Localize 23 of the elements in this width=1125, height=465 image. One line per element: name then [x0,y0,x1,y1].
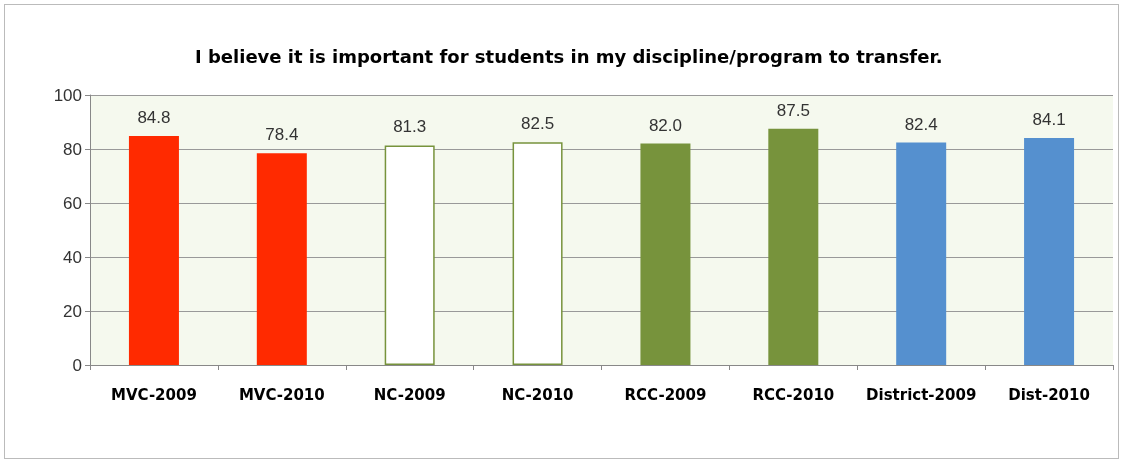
x-tick-label: Dist-2010 [1008,385,1090,404]
data-label: 84.8 [137,108,171,128]
x-tick-label: MVC-2009 [111,385,197,404]
y-tick-label: 60 [63,193,82,213]
data-label: 82.5 [521,114,555,134]
y-tick-label: 20 [63,301,82,321]
y-tick-label: 40 [63,247,82,267]
y-tick-label: 100 [53,85,82,105]
x-tick-label: District-2009 [866,385,977,404]
data-label: 82.0 [648,115,682,135]
x-tick-label: MVC-2010 [238,385,325,404]
data-label: 78.4 [265,125,299,145]
x-tick-label: RCC-2010 [752,385,835,404]
data-label: 82.4 [904,114,938,134]
data-label: 87.5 [776,100,810,120]
x-tick-label: NC-2009 [373,385,446,404]
y-tick-label: 0 [72,355,82,375]
y-tick-label: 80 [63,139,82,159]
x-tick-label: RCC-2009 [624,385,707,404]
x-tick-label: NC-2010 [501,385,574,404]
data-label: 81.3 [393,117,427,137]
data-label: 84.1 [1032,109,1066,129]
chart-title: I believe it is important for students in my discipline/program to transfer. [195,45,943,67]
